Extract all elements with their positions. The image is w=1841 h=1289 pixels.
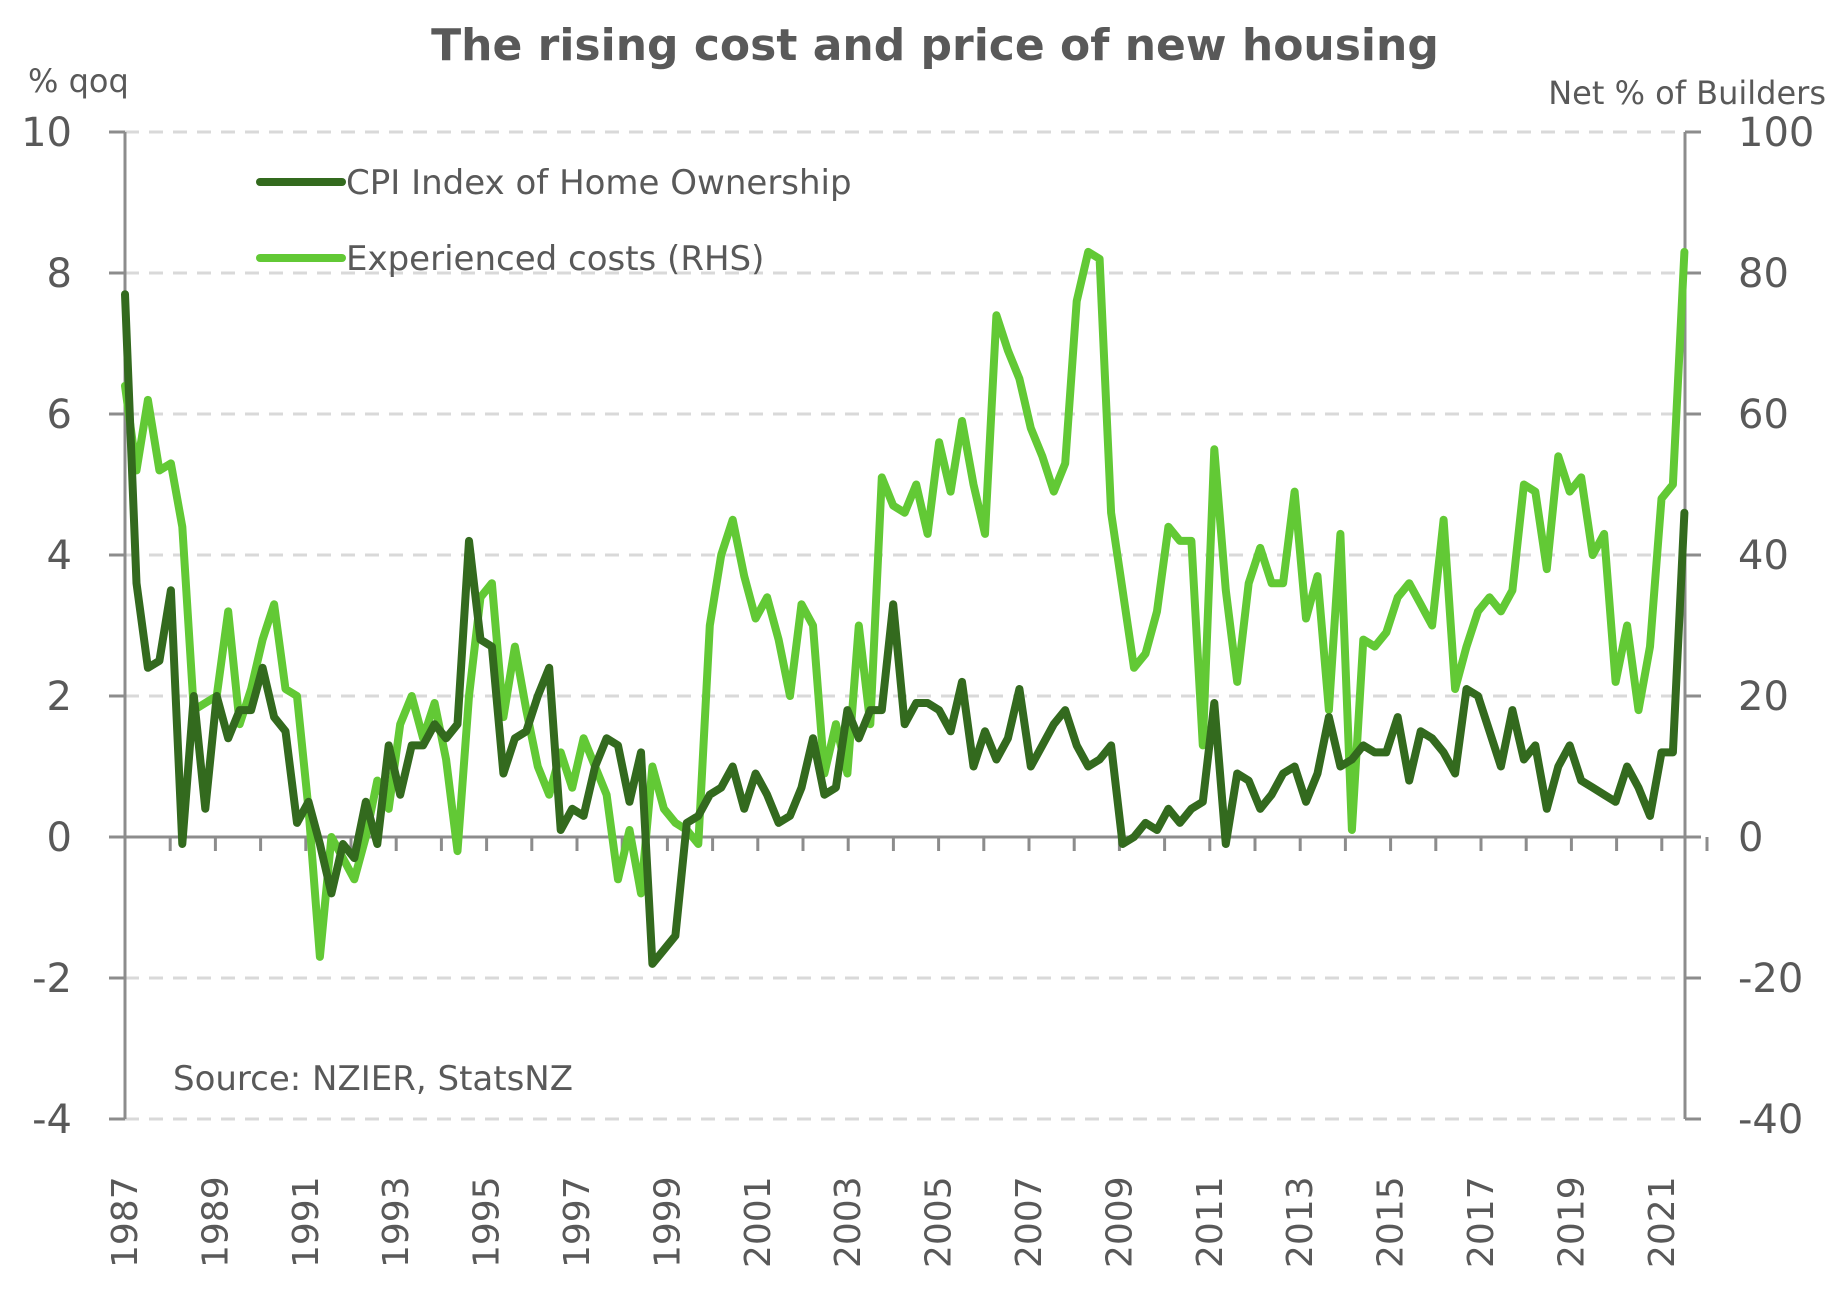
x-tick-label: 2007 xyxy=(1009,1176,1050,1268)
source-note: Source: NZIER, StatsNZ xyxy=(173,1059,573,1099)
x-tick-label: 2011 xyxy=(1190,1176,1231,1268)
legend: CPI Index of Home Ownership Experienced … xyxy=(256,163,852,279)
right-tick-label: 80 xyxy=(1738,251,1789,297)
legend-item-cpi: CPI Index of Home Ownership xyxy=(256,163,852,203)
legend-label-experienced-costs: Experienced costs (RHS) xyxy=(346,239,764,279)
x-tick-label: 2019 xyxy=(1551,1176,1592,1268)
x-tick-label: 1991 xyxy=(286,1176,327,1268)
x-tick-label: 1993 xyxy=(376,1176,417,1268)
left-tick-label: 2 xyxy=(47,674,72,720)
chart-title: The rising cost and price of new housing xyxy=(431,20,1439,71)
x-tick-label: 1999 xyxy=(647,1176,688,1268)
x-tick-label: 2021 xyxy=(1642,1176,1683,1268)
right-tick-label: 20 xyxy=(1738,674,1789,720)
legend-item-experienced-costs: Experienced costs (RHS) xyxy=(256,239,764,279)
right-tick-label: -40 xyxy=(1738,1097,1803,1143)
x-tick-label: 1997 xyxy=(557,1176,598,1268)
x-axis-ticks: 1987 1989 1991 1993 1995 1997 1999 2001 2003 2005… xyxy=(105,837,1709,1268)
left-axis-label: % qoq xyxy=(28,62,129,100)
x-tick-label: 2017 xyxy=(1461,1176,1502,1268)
x-tick-label: 2005 xyxy=(919,1176,960,1268)
legend-label-cpi: CPI Index of Home Ownership xyxy=(346,163,852,203)
left-tick-label: -2 xyxy=(32,956,72,1002)
x-tick-label: 2015 xyxy=(1371,1176,1412,1268)
series-lines xyxy=(121,247,1689,968)
x-tick-label: 1987 xyxy=(105,1176,146,1268)
left-tick-label: -4 xyxy=(32,1097,72,1143)
right-tick-label: 100 xyxy=(1738,110,1814,156)
right-tick-label: 40 xyxy=(1738,533,1789,579)
x-tick-label: 2003 xyxy=(828,1176,869,1268)
right-tick-label: -20 xyxy=(1738,956,1803,1002)
left-axis-ticks: 10 8 6 4 2 0 -2 -4 xyxy=(21,110,125,1143)
x-tick-label: 2013 xyxy=(1280,1176,1321,1268)
x-tick-label: 1995 xyxy=(467,1176,508,1268)
right-axis-ticks: 100 80 60 40 20 0 -20 -40 xyxy=(1685,110,1814,1143)
x-tick-label: 1989 xyxy=(195,1176,236,1268)
x-tick-label: 2009 xyxy=(1099,1176,1140,1268)
left-tick-label: 10 xyxy=(21,110,72,156)
left-tick-label: 8 xyxy=(47,251,72,297)
left-tick-label: 4 xyxy=(47,533,72,579)
x-tick-label: 2001 xyxy=(738,1176,779,1268)
right-tick-label: 0 xyxy=(1738,815,1763,861)
gridlines xyxy=(125,130,1685,1121)
left-tick-label: 6 xyxy=(47,392,72,438)
left-tick-label: 0 xyxy=(47,815,72,861)
right-axis-label: Net % of Builders xyxy=(1548,74,1826,112)
series-line-cpi xyxy=(121,290,1689,968)
right-tick-label: 60 xyxy=(1738,392,1789,438)
